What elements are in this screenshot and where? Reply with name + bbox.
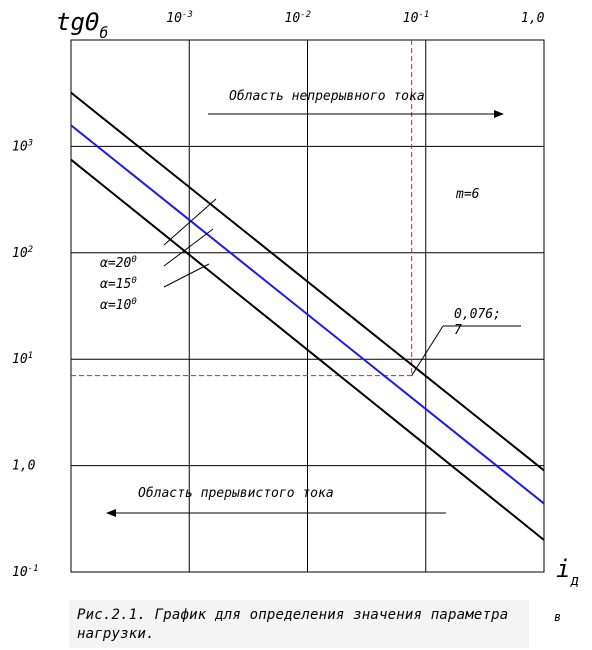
series-line-1	[70, 124, 545, 505]
x-tick-label-2: 10-1	[403, 10, 430, 26]
chart: tgΘб iд 10-3 10-2 10-1 1,0 103 102 101 1,0 10-1…	[12, 8, 579, 589]
series-labels: α=200 α=150 α=100	[100, 198, 217, 313]
y-tick-labels: 103 102 101 1,0 10-1	[12, 138, 39, 580]
series-lines	[70, 91, 545, 541]
series-line-0	[70, 91, 545, 472]
y-tick-label-4: 10-1	[12, 564, 39, 580]
series-label-1: α=150	[100, 276, 137, 292]
continuous-region-arrowhead	[494, 110, 504, 118]
discontinuous-region-label: Область прерывистого тока	[138, 486, 334, 501]
x-tick-labels: 10-3 10-2 10-1 1,0	[166, 10, 544, 26]
point-label-line-1: 7	[454, 323, 462, 338]
figure-caption: Рис.2.1. График для определения значения…	[77, 607, 509, 642]
plot-area-frame	[70, 39, 545, 573]
x-tick-label-3: 1,0	[521, 11, 545, 26]
caption-suffix: в	[554, 610, 562, 624]
x-tick-label-0: 10-3	[166, 10, 193, 26]
x-axis-title: iд	[556, 555, 579, 589]
parameter-label: m=6	[455, 187, 480, 202]
x-tick-label-1: 10-2	[285, 10, 312, 26]
series-leader-0	[163, 198, 217, 246]
continuous-region-label: Область непрерывного тока	[229, 89, 425, 104]
series-line-2	[70, 158, 545, 541]
y-tick-label-3: 1,0	[12, 459, 36, 474]
series-label-2: α=100	[100, 297, 137, 313]
grid	[71, 40, 544, 572]
caption-background	[69, 600, 529, 648]
point-label-line-0: 0,076;	[454, 307, 501, 322]
y-tick-label-1: 102	[12, 245, 33, 261]
series-leader-2	[163, 263, 210, 288]
reference-lines	[71, 40, 413, 377]
series-leader-1	[163, 228, 214, 267]
y-tick-label-0: 103	[12, 138, 33, 154]
discontinuous-region-arrowhead	[106, 509, 116, 517]
series-label-0: α=200	[100, 255, 137, 271]
reference-point-label: 0,076;7	[411, 307, 521, 376]
y-tick-label-2: 101	[12, 351, 33, 367]
y-axis-title: tgΘб	[56, 8, 108, 42]
point-label-leader	[411, 325, 444, 376]
